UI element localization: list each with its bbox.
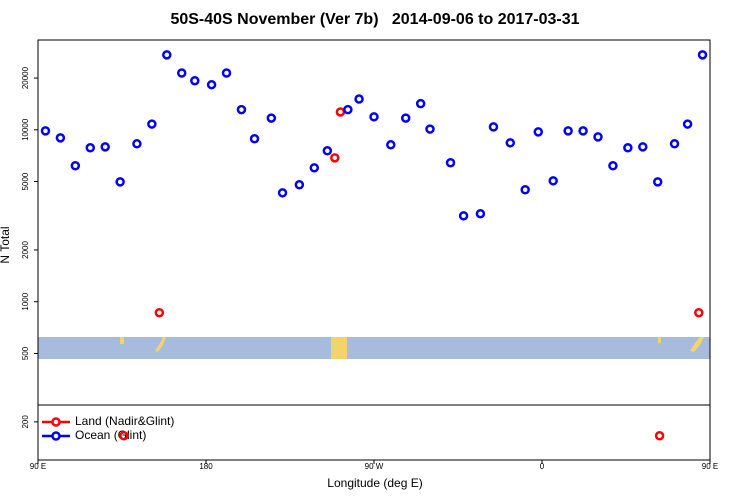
data-point [221,68,232,78]
data-point [669,139,680,149]
data-point [309,163,320,173]
x-tick-label: 0 [540,462,545,471]
data-point [294,180,305,190]
data-point [176,68,187,78]
data-point [206,79,217,90]
data-point [563,126,573,136]
map-strip [38,337,710,359]
y-axis-label: N Total [0,226,12,263]
data-point [386,140,396,150]
data-point [505,138,516,148]
data-point [132,139,142,149]
y-tick-label: 1000 [21,292,30,310]
data-point [488,122,499,132]
data-point [147,119,157,129]
y-tick-label: 10000 [21,118,30,141]
data-point [277,188,288,198]
data-point [115,177,125,187]
data-point [343,104,353,115]
data-point [266,113,277,123]
data-point [415,98,426,109]
data-point [119,431,129,441]
x-tick-label: 90 W [365,462,384,471]
data-point [100,142,110,152]
y-tick-label: 2000 [21,241,30,259]
y-tick-label: 20000 [21,66,30,89]
y-tick-label: 5000 [21,172,30,190]
data-point [578,126,588,136]
data-point [40,126,51,136]
data-point [638,142,648,152]
data-point [236,104,247,115]
data-point [654,431,665,441]
data-point [400,113,411,123]
legend-marker [51,417,61,427]
chart-title: 50S-40S November (Ver 7b) 2014-09-06 to … [170,11,579,28]
y-tick-label: 500 [21,346,30,360]
x-tick-label: 180 [199,462,213,471]
data-point [249,134,260,144]
data-point [608,160,618,171]
land-shapes [120,337,704,359]
legend-marker [51,431,61,441]
data-point [458,211,469,221]
legend-label: Land (Nadir&Glint) [75,414,174,428]
data-point [190,75,200,86]
data-point [322,146,333,156]
data-point [533,127,544,137]
x-axis-label: Longitude (deg E) [327,476,422,490]
data-point [445,158,456,168]
data-point [162,50,172,60]
data-point [354,94,364,104]
data-point [70,160,81,171]
data-point [593,132,603,142]
data-point [369,112,379,122]
data-point [154,307,165,318]
data-point [682,119,693,129]
data-point [623,143,633,153]
data-point [335,107,346,117]
data-point [694,307,704,318]
plot-frame [37,39,711,461]
data-point [475,208,486,219]
x-tick-label: 90 E [702,462,718,471]
data-point [55,133,66,143]
x-tick-label: 90 E [30,462,46,471]
data-point [330,153,340,163]
data-point [548,176,558,186]
legend-label: Ocean (Glint) [75,428,146,442]
data-point [697,50,708,60]
data-point [520,185,530,195]
data-point [85,143,96,153]
y-tick-label: 200 [21,415,30,429]
data-point [652,177,663,187]
data-point [425,124,435,134]
